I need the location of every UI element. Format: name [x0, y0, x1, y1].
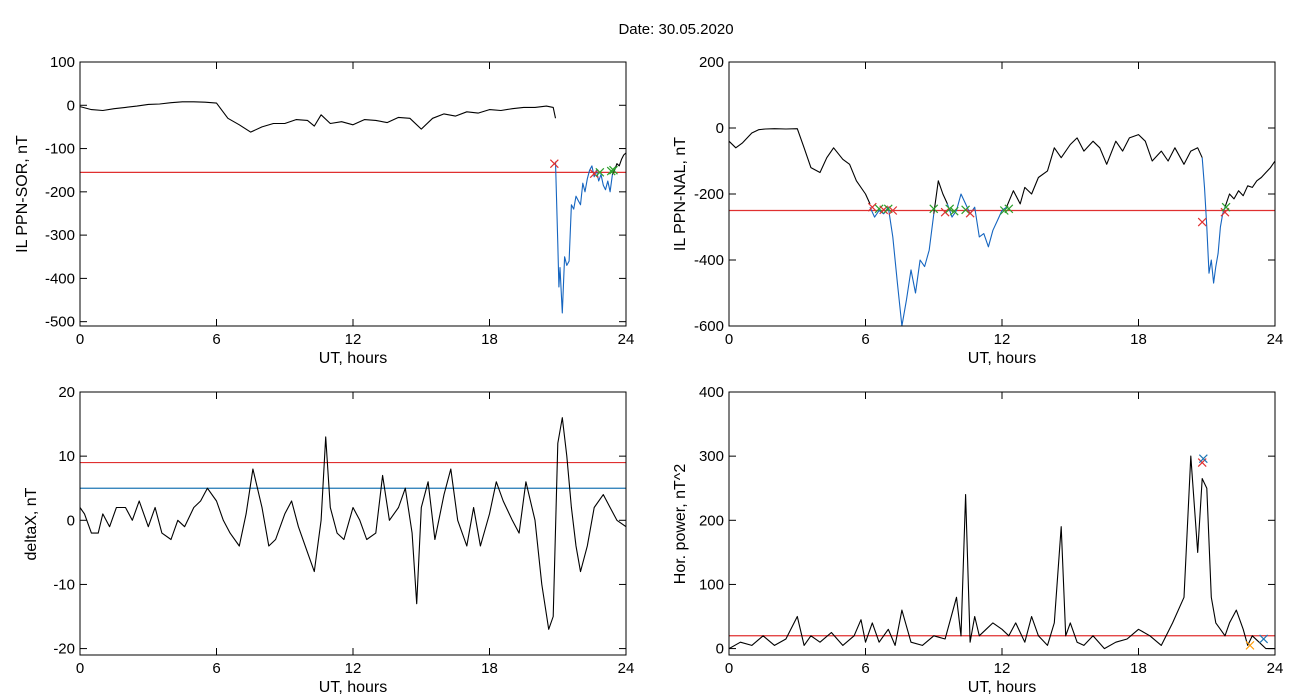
panel-ppn-sor: 0 6 12 18 24 -500 -400 -300 -200 -100 0 100 UT, hou…	[14, 54, 634, 367]
event-marker	[961, 205, 971, 215]
x-tick-label: 18	[481, 331, 498, 348]
y-tick-label: -600	[694, 318, 724, 335]
x-tick-label: 0	[725, 660, 733, 677]
event-marker	[609, 165, 618, 175]
event-marker	[949, 206, 959, 216]
panel-ppn-nal: 0 6 12 18 24 -600 -400 -200 0 200 UT, hours IL PP…	[672, 54, 1283, 367]
x-tick-label: 24	[1267, 660, 1284, 677]
x-tick-label: 12	[994, 331, 1011, 348]
y-tick-label: 300	[699, 448, 724, 465]
series-line-2	[933, 180, 948, 214]
event-marker	[1245, 640, 1255, 650]
y-tick-label: 200	[699, 54, 724, 71]
y-tick-label: -300	[45, 227, 75, 244]
y-tick-label: 0	[716, 641, 724, 658]
y-tick-label: -10	[53, 576, 75, 593]
series-line-0	[729, 455, 1275, 650]
x-axis-label: UT, hours	[968, 350, 1036, 367]
x-tick-label: 12	[994, 660, 1011, 677]
series-line-6	[1224, 160, 1275, 208]
x-tick-label: 0	[725, 331, 733, 348]
x-tick-label: 24	[618, 331, 635, 348]
event-marker	[606, 166, 616, 176]
series-line-0	[80, 417, 626, 630]
x-tick-label: 6	[861, 331, 869, 348]
y-tick-label: 100	[50, 54, 75, 71]
y-axis-label: IL PPN-SOR, nT	[14, 135, 31, 253]
plot-frame	[728, 61, 1276, 327]
event-marker	[589, 169, 599, 179]
y-tick-label: 0	[716, 120, 724, 137]
event-marker	[1221, 202, 1231, 212]
x-axis-label: UT, hours	[968, 679, 1036, 696]
panel-deltax: 0 6 12 18 24 -20 -10 0 10 20 UT, hours deltaX, nT	[23, 384, 634, 696]
y-tick-label: 20	[58, 384, 75, 401]
series-line-1	[554, 161, 613, 314]
x-tick-label: 24	[1267, 331, 1284, 348]
event-marker	[549, 159, 559, 169]
y-tick-label: -400	[45, 270, 75, 287]
y-tick-label: 10	[58, 448, 75, 465]
plot-area-deltax: 0 6 12 18 24 -20 -10 0 10 20	[53, 384, 634, 677]
event-marker	[867, 202, 877, 212]
y-tick-label: 0	[67, 97, 75, 114]
y-tick-label: -200	[45, 184, 75, 201]
event-marker	[929, 204, 939, 214]
x-tick-label: 0	[76, 331, 84, 348]
x-tick-label: 6	[212, 331, 220, 348]
x-tick-label: 0	[76, 660, 84, 677]
plot-area-ppn-nal: 0 6 12 18 24 -600 -400 -200 0 200	[694, 54, 1283, 348]
y-tick-label: 0	[67, 512, 75, 529]
x-axis-label: UT, hours	[319, 679, 387, 696]
x-axis-label: UT, hours	[319, 350, 387, 367]
figure-title: Date: 30.05.2020	[618, 21, 733, 38]
x-tick-label: 18	[1130, 660, 1147, 677]
y-tick-label: -500	[45, 314, 75, 331]
x-tick-label: 18	[481, 660, 498, 677]
y-axis-label: deltaX, nT	[23, 487, 40, 560]
event-marker	[945, 204, 955, 214]
plot-frame	[79, 61, 627, 327]
y-axis-label: Hor. power, nT^2	[672, 464, 689, 585]
plot-area-hor-power: 0 6 12 18 24 0 100 200 300 400	[699, 384, 1283, 677]
y-tick-label: -100	[45, 141, 75, 158]
series-line-1	[869, 206, 935, 326]
plot-frame	[728, 391, 1276, 656]
y-tick-label: 200	[699, 512, 724, 529]
series-line-0	[80, 101, 557, 133]
series-line-4	[1005, 134, 1203, 208]
y-tick-label: -400	[694, 252, 724, 269]
y-tick-label: 100	[699, 576, 724, 593]
x-tick-label: 18	[1130, 331, 1147, 348]
y-tick-label: -20	[53, 641, 75, 658]
x-tick-label: 6	[861, 660, 869, 677]
event-marker	[965, 208, 975, 218]
event-marker	[1004, 204, 1014, 214]
x-tick-label: 6	[212, 660, 220, 677]
event-marker	[883, 204, 893, 214]
y-tick-label: -200	[694, 186, 724, 203]
event-marker	[595, 167, 605, 177]
x-tick-label: 24	[618, 660, 635, 677]
event-marker	[1197, 217, 1207, 227]
series-line-0	[729, 128, 871, 205]
event-marker	[1198, 454, 1208, 464]
series-line-2	[611, 152, 626, 175]
event-marker	[888, 206, 898, 215]
plot-frame	[79, 391, 627, 656]
event-marker	[1259, 634, 1269, 644]
plot-area-ppn-sor: 0 6 12 18 24 -500 -400 -300 -200 -100 0 100	[45, 54, 634, 348]
series-line-5	[1201, 157, 1226, 284]
panel-hor-power: 0 6 12 18 24 0 100 200 300 400 UT, hours Hor. pow…	[672, 384, 1283, 696]
x-tick-label: 12	[345, 660, 362, 677]
event-marker	[999, 206, 1009, 215]
y-axis-label: IL PPN-NAL, nT	[672, 137, 689, 251]
x-tick-label: 12	[345, 331, 362, 348]
y-tick-label: 400	[699, 384, 724, 401]
series-line-3	[946, 193, 1007, 248]
event-marker	[940, 207, 950, 217]
